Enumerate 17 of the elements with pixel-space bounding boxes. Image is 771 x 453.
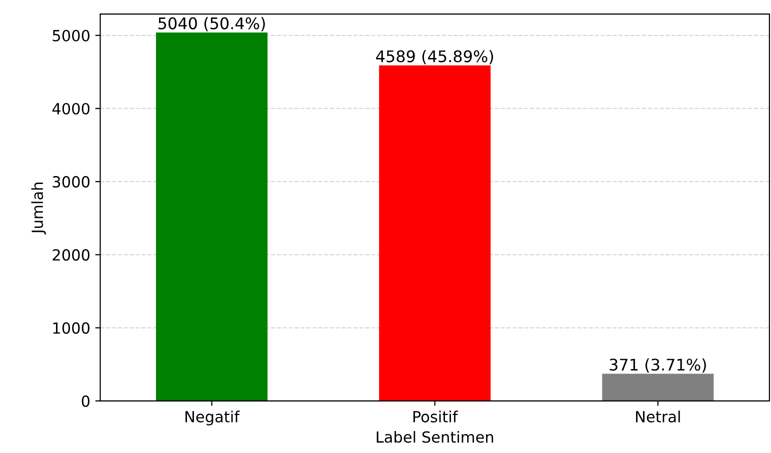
y-tick-label: 0 [82,395,90,407]
y-tick-label: 1000 [53,322,90,334]
bar [379,65,491,401]
y-tick-label: 4000 [52,102,90,115]
data-label: 5040 (50.4%) [158,17,265,32]
y-tick-label: 2000 [52,249,90,261]
y-axis-title: Jumlah [31,182,46,234]
bar [602,374,714,401]
y-tick-label: 5000 [52,30,90,42]
x-tick-label: Negatif [186,410,240,426]
data-label: 4589 (45.89%) [376,50,494,64]
x-tick-label: Positif [413,410,458,422]
y-tick-label: 3000 [52,176,90,188]
x-axis-title: Label Sentimen [376,430,494,443]
x-tick-label: Netral [636,410,680,422]
data-label: 371 (3.71%) [610,358,706,373]
bar [156,32,268,401]
